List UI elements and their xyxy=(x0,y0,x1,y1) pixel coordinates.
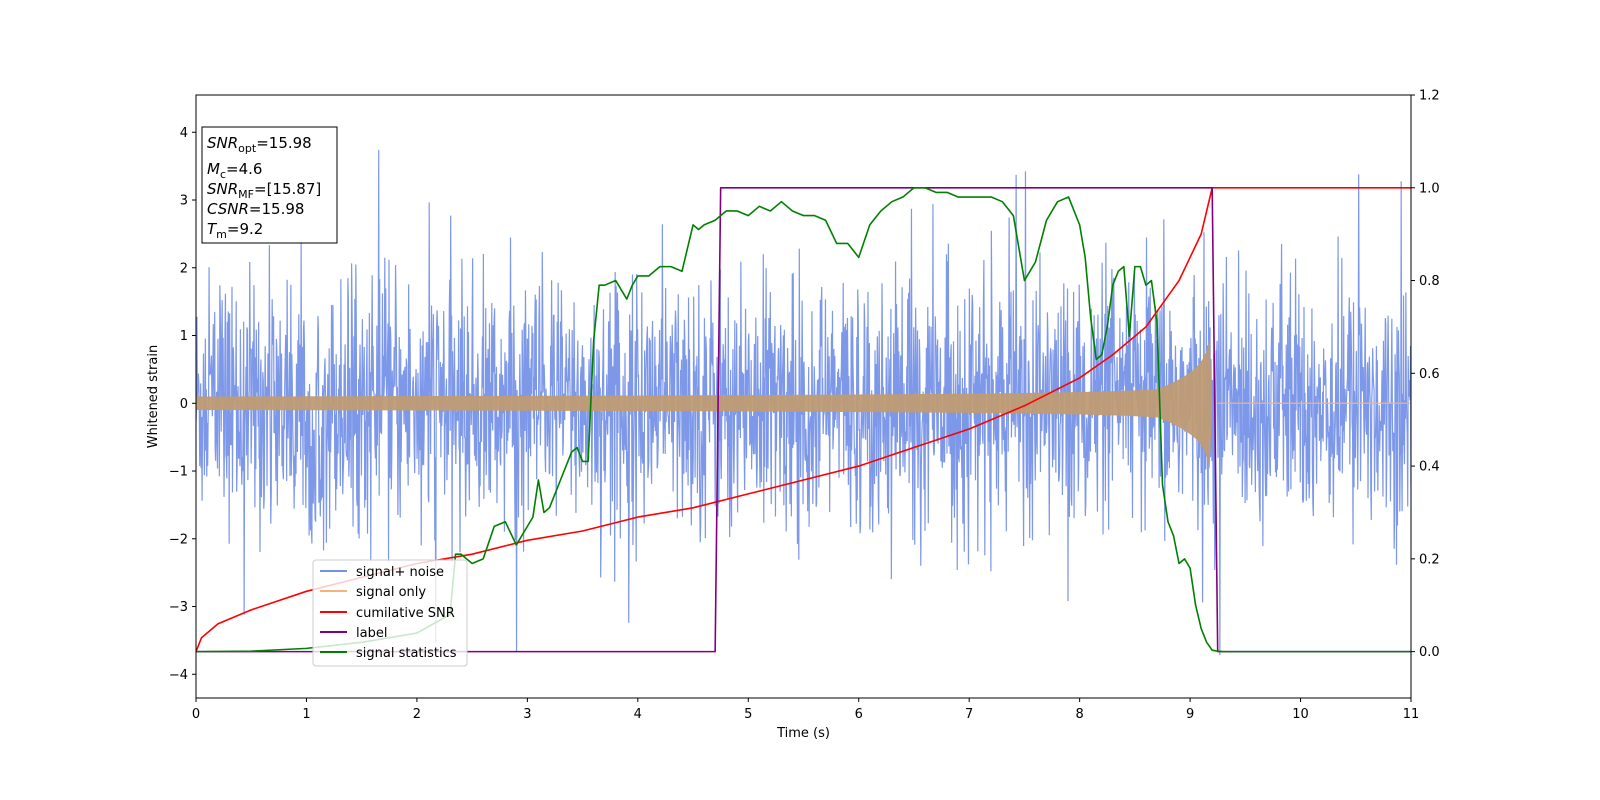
legend-label-signal-only: signal only xyxy=(356,585,426,600)
y2-tick-label: 0.2 xyxy=(1419,552,1440,567)
y2-tick-label: 1.0 xyxy=(1419,181,1440,196)
series-signal-statistics-line xyxy=(196,186,1411,653)
y2-tick-label: 0.8 xyxy=(1419,274,1440,289)
info-csnr: CSNR=15.98 xyxy=(207,200,304,218)
x-tick-label: 6 xyxy=(855,707,863,722)
x-tick-label: 7 xyxy=(965,707,973,722)
y-axis-label: Whitened strain xyxy=(146,345,161,448)
x-tick-label: 4 xyxy=(634,707,642,722)
info-snr-mf: SNRMF=[15.87] xyxy=(207,180,321,201)
info-snr-opt: SNRopt=15.98 xyxy=(207,134,312,155)
y-tick-label: 4 xyxy=(180,126,188,141)
plot-data-area xyxy=(196,149,1411,656)
legend-frame xyxy=(312,559,468,667)
y2-tick-label: 0.0 xyxy=(1419,645,1440,660)
x-tick-label: 5 xyxy=(744,707,752,722)
series-signal-only-envelope xyxy=(196,336,1213,470)
info-box-frame xyxy=(201,126,338,244)
info-box: SNRopt=15.98 Mc=4.6 SNRMF=[15.87] CSNR=1… xyxy=(201,126,338,244)
y-axis-right: 1.2 1.0 0.8 0.6 0.4 0.2 0.0 xyxy=(1411,89,1440,660)
y2-tick-label: 0.4 xyxy=(1419,460,1440,475)
x-tick-label: 2 xyxy=(413,707,421,722)
y-tick-label: −1 xyxy=(169,465,188,480)
y2-tick-label: 0.6 xyxy=(1419,367,1440,382)
y-tick-label: 2 xyxy=(180,261,188,276)
x-tick-label: 11 xyxy=(1403,707,1420,722)
y-tick-label: 1 xyxy=(180,329,188,344)
y-tick-label: −4 xyxy=(169,668,188,683)
legend-label-label: label xyxy=(356,626,387,641)
legend: signal+ noise signal only cumilative SNR… xyxy=(312,559,468,667)
x-tick-label: 8 xyxy=(1075,707,1083,722)
x-tick-label: 9 xyxy=(1186,707,1194,722)
x-tick-label: 3 xyxy=(523,707,531,722)
x-axis: 0 1 2 3 4 5 6 7 8 9 10 11 xyxy=(192,698,1419,722)
y2-tick-label: 1.2 xyxy=(1419,89,1440,104)
y-tick-label: −2 xyxy=(169,532,188,547)
y-axis-left: 4 3 2 1 0 −1 −2 −3 −4 xyxy=(169,126,196,683)
x-tick-label: 1 xyxy=(302,707,310,722)
legend-label-signal-noise: signal+ noise xyxy=(356,565,444,580)
x-axis-label: Time (s) xyxy=(776,726,830,741)
x-tick-label: 0 xyxy=(192,707,200,722)
plot-frame xyxy=(195,94,1412,699)
y-tick-label: 3 xyxy=(180,194,188,209)
legend-label-cumulative-snr: cumilative SNR xyxy=(356,606,455,621)
y-tick-label: −3 xyxy=(169,600,188,615)
info-mc: Mc=4.6 xyxy=(207,160,262,181)
series-cumulative-snr-line xyxy=(196,186,1411,652)
y-tick-label: 0 xyxy=(180,397,188,412)
x-tick-label: 10 xyxy=(1292,707,1309,722)
legend-label-signal-statistics: signal statistics xyxy=(356,646,457,661)
info-tm: Tm=9.2 xyxy=(207,220,263,241)
